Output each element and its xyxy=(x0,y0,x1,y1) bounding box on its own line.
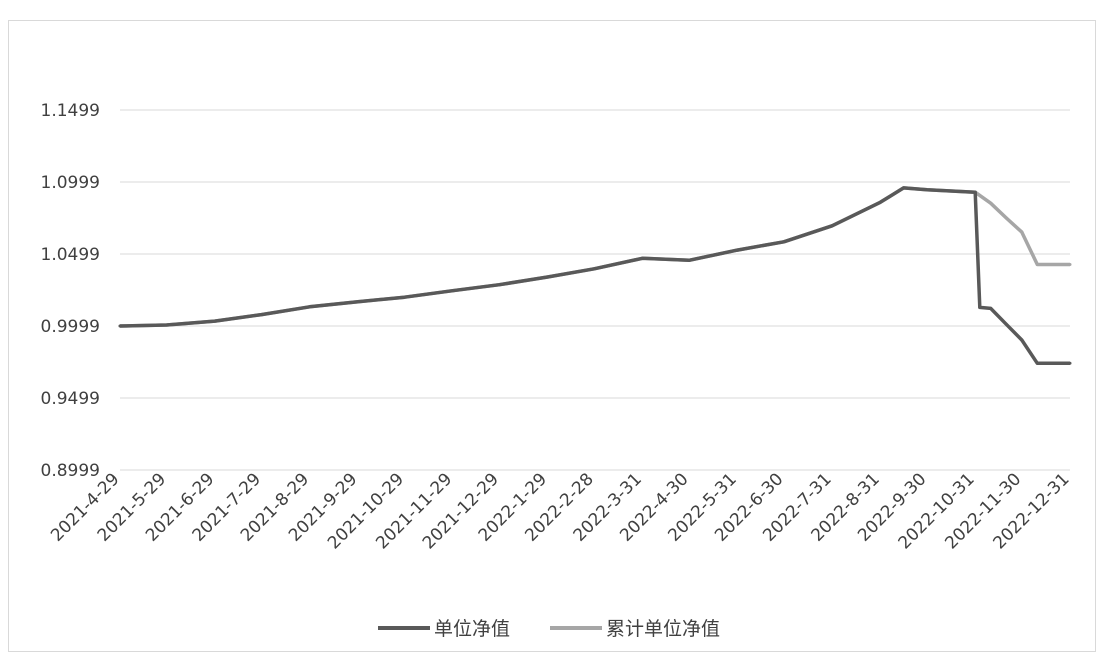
y-tick-label: 0.9499 xyxy=(41,389,100,409)
data-point xyxy=(735,248,739,252)
data-point xyxy=(1068,263,1072,266)
legend: 单位净值 累计单位净值 xyxy=(378,618,720,640)
y-tick-label: 1.0999 xyxy=(41,173,100,193)
series-lines xyxy=(118,186,1072,366)
legend-label: 单位净值 xyxy=(434,618,510,640)
y-axis: 0.8999 0.9499 0.9999 1.0499 1.0999 1.1499 xyxy=(41,101,100,481)
gridlines xyxy=(120,109,1070,471)
data-point xyxy=(118,324,122,328)
data-point xyxy=(782,240,786,244)
data-point xyxy=(165,323,169,327)
x-axis: 2021-4-292021-5-292021-6-292021-7-292021… xyxy=(47,469,1073,553)
data-point xyxy=(213,319,217,323)
data-point xyxy=(989,306,993,310)
chart-frame xyxy=(8,20,1096,652)
data-point xyxy=(546,275,550,279)
data-point xyxy=(497,283,501,287)
data-point xyxy=(1020,338,1024,342)
data-point xyxy=(451,289,455,293)
legend-label: 累计单位净值 xyxy=(606,618,720,640)
data-point xyxy=(1035,361,1039,365)
data-point xyxy=(978,305,982,309)
data-point xyxy=(989,201,993,205)
data-point xyxy=(1020,230,1024,234)
data-point xyxy=(592,267,596,271)
data-point xyxy=(973,190,977,194)
data-point xyxy=(640,256,644,260)
data-point xyxy=(902,186,906,190)
data-point xyxy=(260,313,263,317)
data-point xyxy=(830,224,834,228)
series-line xyxy=(119,186,1070,328)
y-tick-label: 0.9999 xyxy=(41,317,100,337)
data-point xyxy=(1068,361,1072,365)
data-point xyxy=(1004,216,1008,220)
data-point xyxy=(308,305,312,309)
data-point xyxy=(687,258,691,262)
series-line xyxy=(119,186,1070,366)
data-point xyxy=(1004,322,1008,326)
data-point xyxy=(356,300,360,304)
data-point xyxy=(878,200,882,204)
data-point xyxy=(925,188,929,192)
data-point xyxy=(1035,263,1039,266)
y-tick-label: 0.8999 xyxy=(41,461,100,481)
y-tick-label: 1.1499 xyxy=(41,101,100,121)
data-point xyxy=(403,295,406,299)
y-tick-label: 1.0499 xyxy=(41,245,100,265)
